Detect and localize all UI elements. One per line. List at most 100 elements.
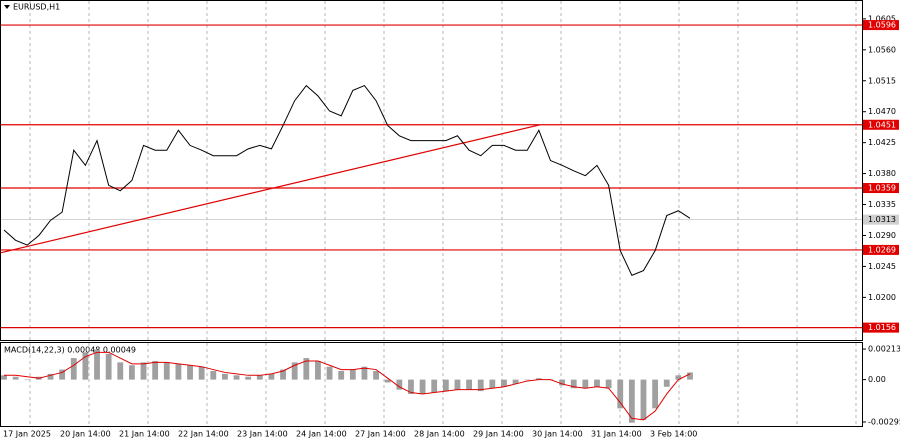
level-box	[863, 119, 899, 130]
y-tick-label: 1.0470	[868, 107, 896, 116]
macd-bar	[128, 365, 135, 380]
macd-bar	[175, 363, 182, 380]
x-tick-label: 3 Feb 14:00	[650, 430, 697, 439]
macd-bar	[198, 366, 205, 380]
macd-bar	[82, 352, 89, 380]
macd-bar	[291, 362, 298, 380]
macd-bar	[361, 366, 368, 380]
level-box	[863, 183, 899, 194]
level-label: 1.0359	[868, 184, 896, 193]
macd-bar	[384, 379, 391, 383]
y-tick-label: 1.0560	[868, 45, 896, 54]
macd-bar	[268, 373, 275, 380]
macd-bar	[373, 371, 379, 380]
macd-bar	[349, 369, 356, 380]
x-tick-label: 21 Jan 14:00	[119, 430, 170, 439]
x-tick-label: 30 Jan 14:00	[532, 430, 583, 439]
macd-bar	[652, 379, 659, 409]
y-tick-label: 1.0245	[868, 262, 896, 271]
macd-bar	[70, 358, 77, 380]
macd-bar	[210, 371, 217, 380]
macd-bar	[256, 375, 263, 380]
y-tick-label: 1.0200	[868, 293, 896, 302]
macd-tick-label: 0.00	[868, 375, 886, 384]
macd-bar	[512, 379, 519, 384]
macd-bar	[419, 379, 426, 394]
x-tick-label: 17 Jan 2025	[3, 430, 51, 439]
macd-bar	[501, 379, 507, 387]
macd-bar	[628, 379, 635, 423]
x-tick-label: 28 Jan 14:00	[414, 430, 465, 439]
macd-bar	[24, 379, 31, 381]
macd-bar	[233, 375, 240, 380]
level-box	[863, 20, 899, 31]
level-box	[863, 244, 899, 255]
level-label: 1.0269	[868, 245, 896, 254]
macd-bar	[152, 360, 159, 380]
level-box	[863, 322, 899, 333]
macd-pane	[0, 342, 863, 427]
macd-bar	[535, 378, 542, 380]
x-tick-label: 20 Jan 14:00	[60, 430, 111, 439]
macd-bar	[280, 369, 286, 380]
macd-bar	[640, 379, 647, 420]
macd-bar	[687, 372, 693, 380]
macd-bar	[594, 379, 600, 387]
macd-bar	[477, 379, 484, 392]
macd-bar	[117, 362, 124, 380]
macd-bar	[12, 376, 19, 380]
level-label: 1.0451	[868, 120, 896, 129]
macd-bar	[187, 365, 193, 380]
macd-bar	[570, 379, 577, 389]
macd-bar	[454, 379, 461, 390]
macd-tick-label: 0.00213	[868, 345, 900, 354]
y-tick-label: 1.0335	[868, 200, 896, 209]
x-tick-label: 31 Jan 14:00	[591, 430, 642, 439]
macd-bar	[59, 369, 66, 380]
macd-bar	[338, 371, 345, 380]
macd-bar	[489, 379, 496, 389]
macd-bar	[675, 375, 682, 380]
macd-bar	[605, 379, 612, 389]
macd-bar	[105, 353, 112, 380]
macd-bar	[140, 362, 147, 380]
macd-tick-label: -0.00295	[868, 417, 900, 426]
macd-bar	[559, 379, 566, 386]
macd-bar	[315, 360, 321, 380]
macd-bar	[303, 358, 310, 380]
y-tick-label: 1.0605	[868, 14, 896, 23]
level-label: 1.0596	[868, 21, 896, 30]
macd-bar	[47, 373, 54, 380]
y-tick-label: 1.0290	[868, 231, 896, 240]
main-pane	[0, 0, 863, 341]
macd-bar	[663, 379, 670, 387]
macd-bar	[524, 379, 531, 381]
trendline	[0, 124, 541, 254]
macd-bar	[245, 376, 252, 380]
y-tick-label: 1.0380	[868, 169, 896, 178]
macd-bar	[94, 349, 100, 380]
macd-title: MACD(14,22,3) 0.00048 0.00049	[4, 346, 136, 355]
y-tick-label: 1.0425	[868, 138, 896, 147]
macd-bar	[396, 379, 403, 390]
x-tick-label: 23 Jan 14:00	[237, 430, 288, 439]
macd-bar	[617, 379, 624, 409]
macd-bar	[1, 375, 7, 380]
macd-bar	[582, 379, 589, 389]
y-tick-label: 1.0515	[868, 76, 896, 85]
macd-bar	[163, 362, 170, 380]
menu-arrow	[4, 5, 10, 9]
macd-bar	[466, 379, 472, 390]
macd-signal	[4, 351, 691, 421]
current-price-box	[863, 214, 899, 225]
x-tick-label: 29 Jan 14:00	[473, 430, 524, 439]
current-price-label: 1.0313	[868, 215, 896, 224]
price-line	[3, 84, 691, 277]
x-tick-label: 24 Jan 14:00	[296, 430, 347, 439]
macd-bar	[326, 366, 333, 380]
macd-bar	[431, 379, 438, 393]
macd-bar	[408, 379, 414, 394]
x-tick-label: 22 Jan 14:00	[178, 430, 229, 439]
